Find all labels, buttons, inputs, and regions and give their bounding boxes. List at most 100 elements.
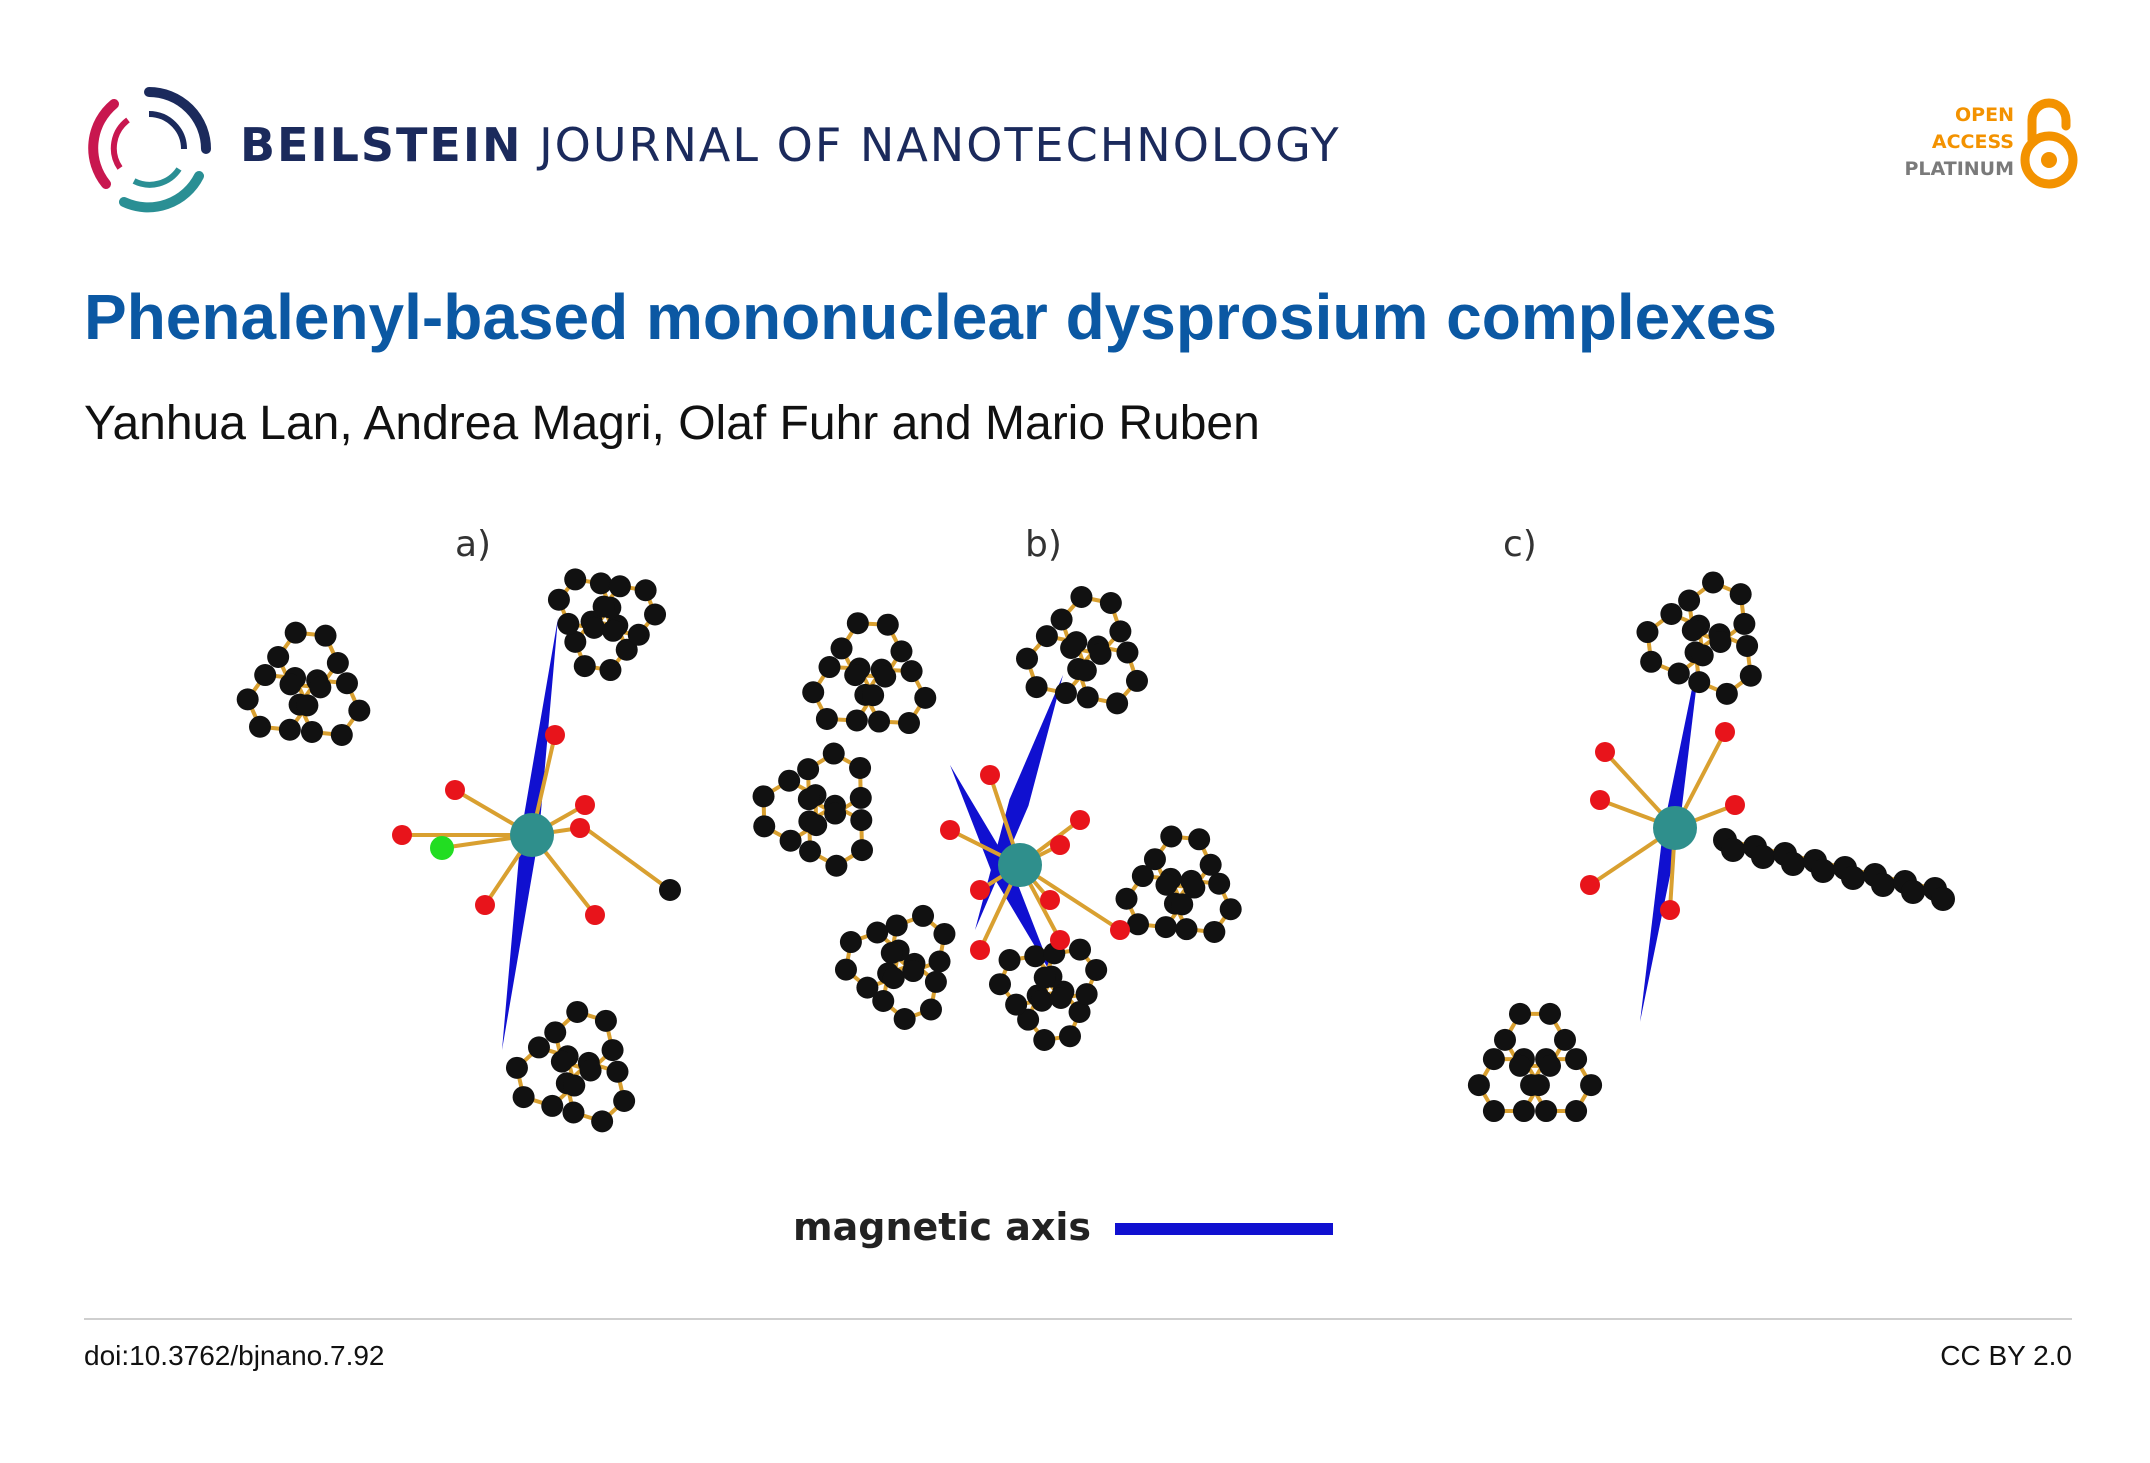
carbon-atom <box>797 758 820 781</box>
legend-label: magnetic axis <box>793 1205 1091 1249</box>
carbon-atom <box>1106 692 1129 715</box>
carbon-atom <box>834 958 857 981</box>
carbon-atom <box>1554 1028 1576 1051</box>
oxygen-atom <box>970 880 990 900</box>
carbon-atom <box>579 1059 602 1082</box>
carbon-atom <box>1050 608 1073 631</box>
carbon-atom <box>1527 1074 1550 1097</box>
carbon-atom <box>1070 586 1093 609</box>
carbon-atom <box>839 931 862 954</box>
carbon-atom <box>849 786 872 809</box>
carbon-atom <box>845 709 868 732</box>
oxygen-atom <box>545 725 565 745</box>
carbon-atom <box>326 652 349 675</box>
dysprosium-atom <box>998 843 1042 887</box>
doi-text: doi:10.3762/bjnano.7.92 <box>84 1340 385 1371</box>
carbon-atom <box>844 664 867 687</box>
carbon-atom <box>752 785 775 808</box>
panel-label-c: c) <box>1503 524 1537 565</box>
carbon-atom <box>753 815 776 838</box>
oxygen-atom <box>1070 810 1090 830</box>
carbon-atom <box>1729 583 1752 606</box>
oxygen-atom <box>445 780 465 800</box>
carbon-atom <box>1702 571 1725 594</box>
carbon-atom <box>1199 853 1222 876</box>
carbon-atom <box>613 1089 636 1112</box>
carbon-atom <box>544 1021 567 1044</box>
carbon-atom <box>1733 612 1756 635</box>
carbon-atom <box>882 967 905 990</box>
carbon-atom <box>606 1060 629 1083</box>
carbon-atom <box>1069 938 1092 961</box>
oxygen-atom <box>1050 835 1070 855</box>
article-title: Phenalenyl-based mononuclear dysprosium … <box>84 281 1777 353</box>
carbon-atom <box>851 839 874 862</box>
carbon-atom <box>512 1086 535 1109</box>
carbon-atom <box>1565 1100 1588 1123</box>
oxygen-atom <box>392 825 412 845</box>
carbon-atom <box>1678 589 1701 612</box>
carbon-atom <box>566 1000 589 1023</box>
oxygen-atom <box>1050 930 1070 950</box>
carbon-atom <box>805 814 828 837</box>
carbon-atom <box>1660 602 1683 625</box>
carbon-atom <box>1033 1029 1056 1052</box>
dysprosium-atom <box>510 813 554 857</box>
carbon-atom <box>1781 852 1805 876</box>
open-lock-icon <box>2020 98 2078 189</box>
carbon-atom <box>779 829 802 852</box>
carbon-atom <box>627 623 650 646</box>
carbon-atom <box>876 613 899 636</box>
carbon-atom <box>1203 920 1226 943</box>
carbon-atom <box>589 572 612 595</box>
carbon-atom <box>1016 647 1039 670</box>
carbon-atom <box>309 676 332 699</box>
carbon-atom <box>872 989 895 1012</box>
carbon-atom <box>1811 859 1835 883</box>
carbon-atom <box>1709 631 1732 654</box>
carbon-atom <box>296 694 319 717</box>
carbon-atom <box>1115 887 1138 910</box>
carbon-atom <box>1509 1054 1531 1077</box>
carbon-atom <box>284 621 307 644</box>
carbon-atom <box>564 630 587 653</box>
carbon-atom <box>1721 838 1745 862</box>
oxygen-atom <box>1660 900 1680 920</box>
panel-label-b: b) <box>1025 524 1062 565</box>
carbon-atom <box>563 1074 586 1097</box>
oxygen-atom <box>575 795 595 815</box>
oxygen-atom <box>1595 742 1615 762</box>
carbon-atom <box>591 1110 614 1133</box>
carbon-atom <box>1482 1100 1505 1123</box>
carbon-atom <box>236 688 259 711</box>
carbon-atom <box>1017 1008 1040 1031</box>
carbon-atom <box>505 1056 528 1079</box>
carbon-atom <box>1060 636 1083 659</box>
carbon-atom <box>1467 1074 1490 1097</box>
oxygen-atom <box>1040 890 1060 910</box>
panel-label-a: a) <box>455 524 491 565</box>
journal-name-rest: JOURNAL OF NANOTECHNOLOGY <box>539 118 1341 172</box>
carbon-atom <box>279 673 302 696</box>
carbon-atom <box>1024 945 1047 968</box>
carbon-atom <box>874 665 897 688</box>
carbon-atom <box>1089 642 1112 665</box>
carbon-atom <box>335 672 358 695</box>
license-text: CC BY 2.0 <box>1940 1340 2072 1371</box>
oxygen-atom <box>980 765 1000 785</box>
carbon-atom <box>1539 1002 1561 1025</box>
carbon-atom <box>659 879 681 901</box>
carbon-atom <box>300 720 323 743</box>
carbon-atom <box>797 788 820 811</box>
beilstein-logo-icon <box>88 87 211 213</box>
carbon-atom <box>885 914 908 937</box>
open-access-badge: OPEN ACCESS PLATINUM <box>1890 96 2080 196</box>
carbon-atom <box>1535 1100 1558 1123</box>
oxygen-atom <box>475 895 495 915</box>
carbon-atom <box>846 612 869 635</box>
carbon-atom <box>1049 986 1072 1009</box>
carbon-atom <box>1688 671 1711 694</box>
carbon-atom <box>1099 591 1122 614</box>
carbon-atom <box>1085 958 1108 981</box>
carbon-atom <box>1076 686 1099 709</box>
